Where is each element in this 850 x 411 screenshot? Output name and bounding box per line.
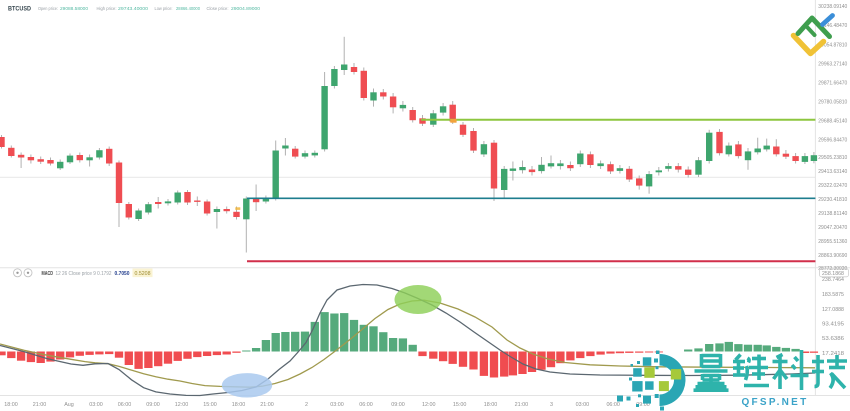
svg-text:0.7050: 0.7050 (115, 271, 130, 277)
svg-text:09:00: 09:00 (146, 402, 160, 408)
svg-text:28955.51360: 28955.51360 (818, 239, 847, 245)
svg-text:29963.27140: 29963.27140 (818, 61, 847, 67)
svg-text:29138.81140: 29138.81140 (818, 211, 847, 217)
svg-text:29230.41810: 29230.41810 (818, 197, 847, 203)
svg-text:28863.90690: 28863.90690 (818, 253, 847, 259)
svg-text:18:00: 18:00 (484, 402, 498, 408)
svg-text:17.2418: 17.2418 (822, 351, 844, 357)
svg-text:Low price:: Low price: (155, 6, 173, 11)
svg-text:Open price:: Open price: (38, 6, 58, 11)
svg-text:18:00: 18:00 (4, 402, 18, 408)
svg-text:Aug: Aug (64, 402, 74, 408)
svg-text:29004.89000: 29004.89000 (231, 6, 260, 12)
svg-text:238.7464: 238.7464 (822, 277, 844, 283)
svg-text:29596.84470: 29596.84470 (818, 138, 847, 144)
svg-text:29505.23810: 29505.23810 (818, 155, 847, 161)
svg-text:03:00: 03:00 (576, 402, 590, 408)
svg-text:53.6386: 53.6386 (822, 336, 844, 342)
svg-text:258.1868: 258.1868 (822, 271, 844, 277)
svg-text:03:00: 03:00 (89, 402, 103, 408)
svg-text:2: 2 (305, 402, 308, 408)
svg-text:06:00: 06:00 (118, 402, 132, 408)
svg-text:28866.40000: 28866.40000 (176, 6, 200, 12)
svg-text:29088.58000: 29088.58000 (60, 6, 88, 12)
svg-text:29780.05810: 29780.05810 (818, 99, 847, 105)
svg-text:12:00: 12:00 (175, 402, 189, 408)
svg-text:QFSP.NET: QFSP.NET (741, 397, 808, 408)
svg-text:29047.20470: 29047.20470 (818, 225, 847, 231)
svg-text:30054.87810: 30054.87810 (818, 42, 847, 48)
svg-text:High price:: High price: (97, 6, 117, 11)
svg-text:29688.45140: 29688.45140 (818, 119, 847, 125)
svg-text:29743.40000: 29743.40000 (118, 6, 148, 12)
svg-text:12 26 Close price 9 0.1792: 12 26 Close price 9 0.1792 (56, 271, 112, 277)
svg-text:18:00: 18:00 (232, 402, 246, 408)
svg-text:Close price:: Close price: (207, 6, 229, 11)
svg-text:06:00: 06:00 (359, 402, 373, 408)
svg-text:21:00: 21:00 (33, 402, 47, 408)
svg-text:12:00: 12:00 (422, 402, 436, 408)
svg-text:BTCUSD: BTCUSD (8, 6, 31, 13)
svg-text:21:00: 21:00 (515, 402, 529, 408)
svg-text:29871.66470: 29871.66470 (818, 80, 847, 86)
svg-text:3: 3 (550, 402, 553, 408)
svg-text:15:00: 15:00 (453, 402, 467, 408)
svg-text:183.5875: 183.5875 (822, 292, 844, 298)
svg-text:09:00: 09:00 (391, 402, 405, 408)
svg-text:09:00: 09:00 (636, 402, 650, 408)
svg-text:03:00: 03:00 (330, 402, 344, 408)
svg-text:127.0888: 127.0888 (822, 307, 844, 313)
svg-text:21:00: 21:00 (260, 402, 274, 408)
svg-text:93.4195: 93.4195 (822, 322, 844, 328)
svg-text:0.5208: 0.5208 (135, 271, 151, 277)
svg-text:15:00: 15:00 (203, 402, 217, 408)
svg-text:30146.48470: 30146.48470 (818, 23, 847, 29)
svg-text:06:00: 06:00 (606, 402, 620, 408)
svg-text:MACD: MACD (42, 271, 54, 277)
svg-text:29413.63140: 29413.63140 (818, 169, 847, 175)
svg-text:30238.09140: 30238.09140 (818, 4, 847, 10)
svg-text:29322.02470: 29322.02470 (818, 183, 847, 189)
